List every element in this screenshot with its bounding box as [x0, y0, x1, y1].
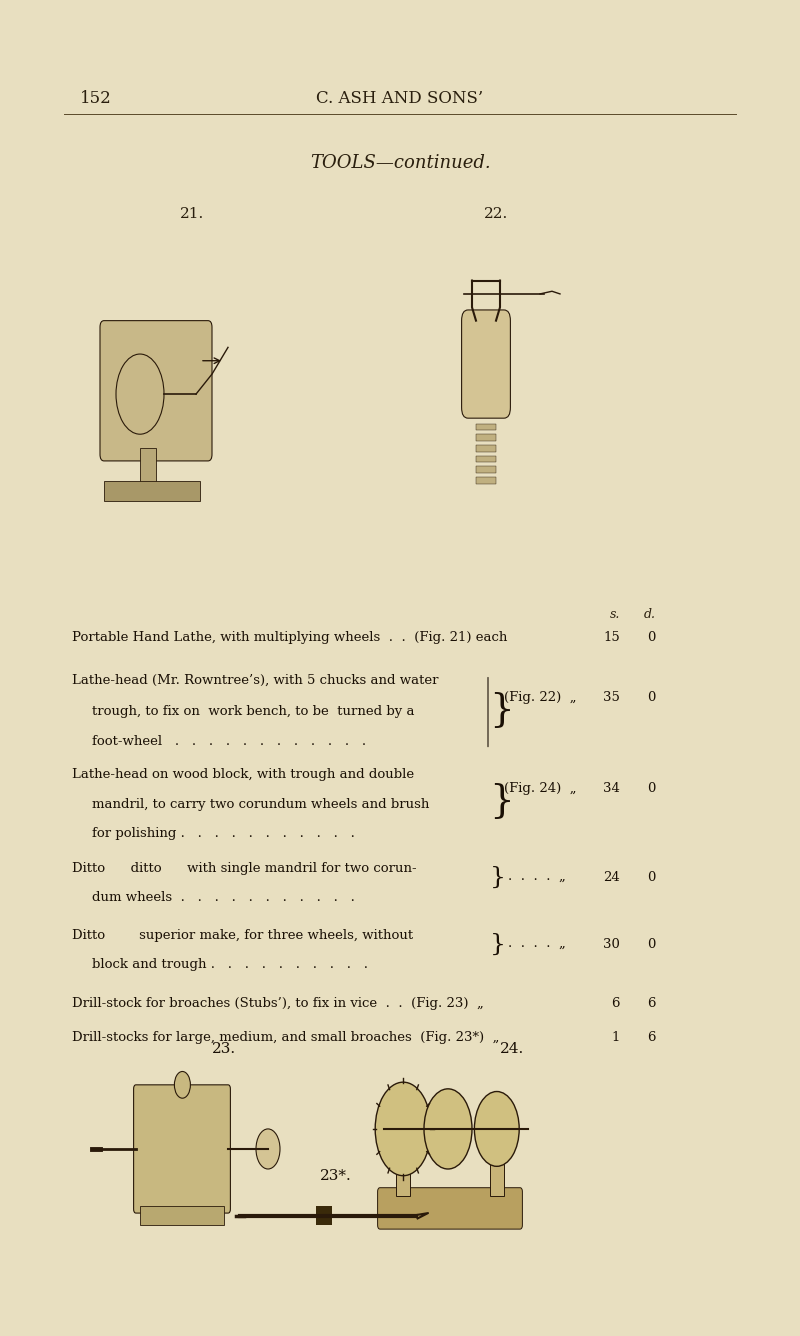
Bar	[140, 448, 156, 488]
Bar	[396, 1102, 410, 1196]
Text: 24.: 24.	[500, 1042, 524, 1055]
Text: Ditto      ditto      with single mandril for two corun-: Ditto ditto with single mandril for two …	[72, 862, 417, 875]
Text: Drill-stocks for large, medium, and small broaches  (Fig. 23*)  „: Drill-stocks for large, medium, and smal…	[72, 1031, 499, 1045]
Text: 22.: 22.	[484, 207, 508, 220]
Text: 0: 0	[648, 871, 656, 884]
Text: 0: 0	[648, 691, 656, 704]
FancyBboxPatch shape	[100, 321, 212, 461]
Circle shape	[375, 1082, 431, 1176]
Text: .  .  .  .  „: . . . . „	[508, 871, 566, 884]
Text: d.: d.	[644, 608, 656, 621]
FancyBboxPatch shape	[462, 310, 510, 418]
Text: 23*.: 23*.	[320, 1169, 352, 1182]
Text: 6: 6	[647, 1031, 656, 1045]
Circle shape	[256, 1129, 280, 1169]
Text: s.: s.	[610, 608, 620, 621]
Text: }: }	[490, 783, 514, 820]
Text: }: }	[490, 933, 506, 957]
Text: }: }	[490, 866, 506, 890]
Text: 6: 6	[611, 997, 620, 1010]
Text: dum wheels  .   .   .   .   .   .   .   .   .   .   .: dum wheels . . . . . . . . . . .	[92, 891, 355, 904]
Text: mandril, to carry two corundum wheels and brush: mandril, to carry two corundum wheels an…	[92, 798, 430, 811]
Text: 1: 1	[612, 1031, 620, 1045]
Text: 0: 0	[648, 938, 656, 951]
Text: C. ASH AND SONS’: C. ASH AND SONS’	[316, 90, 484, 107]
Text: 6: 6	[647, 997, 656, 1010]
Text: Drill-stock for broaches (Stubs’), to fix in vice  .  .  (Fig. 23)  „: Drill-stock for broaches (Stubs’), to fi…	[72, 997, 484, 1010]
Text: (Fig. 22)  „: (Fig. 22) „	[504, 691, 577, 704]
Text: }: }	[490, 692, 514, 729]
Text: Ditto        superior make, for three wheels, without: Ditto superior make, for three wheels, w…	[72, 929, 413, 942]
Text: (Fig. 24)  „: (Fig. 24) „	[504, 782, 577, 795]
Bar	[104, 481, 200, 501]
Text: 15: 15	[603, 631, 620, 644]
Text: trough, to fix on  work bench, to be  turned by a: trough, to fix on work bench, to be turn…	[92, 705, 414, 719]
Bar	[476, 456, 496, 462]
Text: foot-wheel   .   .   .   .   .   .   .   .   .   .   .   .: foot-wheel . . . . . . . . . . . .	[92, 735, 366, 748]
Text: 35: 35	[603, 691, 620, 704]
Text: 0: 0	[648, 631, 656, 644]
FancyBboxPatch shape	[378, 1188, 522, 1229]
Text: Portable Hand Lathe, with multiplying wheels  .  .  (Fig. 21) each: Portable Hand Lathe, with multiplying wh…	[72, 631, 507, 644]
Text: 24: 24	[603, 871, 620, 884]
Bar	[476, 434, 496, 441]
Circle shape	[474, 1092, 519, 1166]
Text: 30: 30	[603, 938, 620, 951]
Text: Lathe-head on wood block, with trough and double: Lathe-head on wood block, with trough an…	[72, 768, 414, 782]
Bar	[476, 466, 496, 473]
Text: for polishing .   .   .   .   .   .   .   .   .   .   .: for polishing . . . . . . . . . . .	[92, 827, 355, 840]
Bar	[476, 424, 496, 430]
Text: 152: 152	[80, 90, 112, 107]
Text: TOOLS—continued.: TOOLS—continued.	[310, 154, 490, 171]
Text: block and trough .   .   .   .   .   .   .   .   .   .: block and trough . . . . . . . . . .	[92, 958, 368, 971]
Bar	[476, 477, 496, 484]
Text: 21.: 21.	[180, 207, 204, 220]
Circle shape	[424, 1089, 472, 1169]
Text: .  .  .  .  „: . . . . „	[508, 938, 566, 951]
Circle shape	[174, 1071, 190, 1098]
Text: 0: 0	[648, 782, 656, 795]
Text: 23.: 23.	[212, 1042, 236, 1055]
Bar	[140, 1206, 224, 1225]
Polygon shape	[316, 1206, 332, 1225]
Text: 34: 34	[603, 782, 620, 795]
Bar	[490, 1102, 504, 1196]
Bar	[476, 445, 496, 452]
FancyBboxPatch shape	[134, 1085, 230, 1213]
Text: Lathe-head (Mr. Rowntree’s), with 5 chucks and water: Lathe-head (Mr. Rowntree’s), with 5 chuc…	[72, 673, 438, 687]
